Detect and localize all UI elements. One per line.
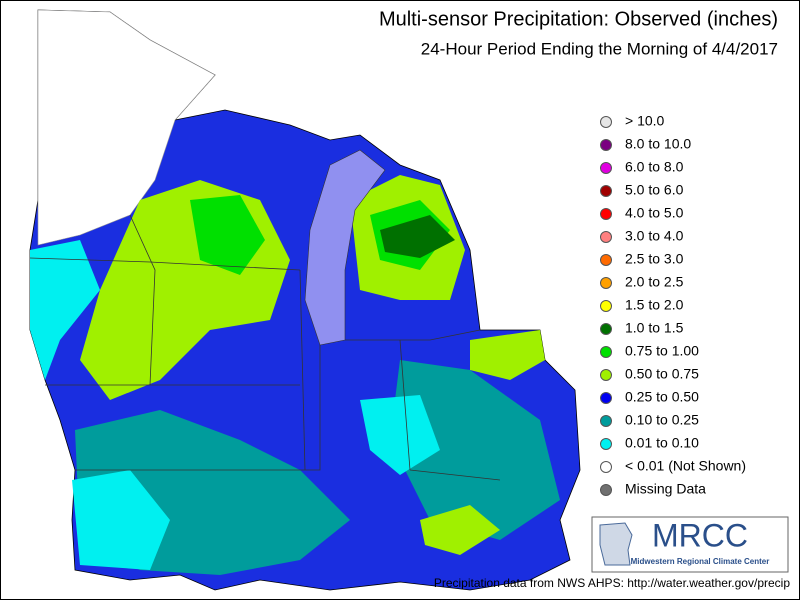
legend-swatch bbox=[600, 369, 612, 381]
legend-swatch bbox=[600, 461, 612, 473]
legend-label: > 10.0 bbox=[625, 113, 665, 129]
legend-swatch bbox=[600, 484, 612, 496]
legend-label: < 0.01 (Not Shown) bbox=[625, 458, 746, 474]
legend-swatch bbox=[600, 346, 612, 358]
legend-label: 2.5 to 3.0 bbox=[625, 251, 684, 267]
legend-swatch bbox=[600, 116, 612, 128]
legend-label: 8.0 to 10.0 bbox=[625, 136, 691, 152]
legend-swatch bbox=[600, 254, 612, 266]
state-border bbox=[29, 214, 501, 481]
legend-swatch bbox=[600, 277, 612, 289]
cyan-area bbox=[30, 240, 100, 380]
logo-subtitle: Midwestern Regional Climate Center bbox=[631, 557, 770, 566]
legend-swatch bbox=[600, 438, 612, 450]
legend-label: 5.0 to 6.0 bbox=[625, 182, 684, 198]
legend-swatch bbox=[600, 162, 612, 174]
white-minnesota bbox=[37, 9, 216, 246]
legend-swatch bbox=[600, 208, 612, 220]
legend-label: 4.0 to 5.0 bbox=[625, 205, 684, 221]
legend-label: 0.25 to 0.50 bbox=[625, 389, 699, 405]
subtitle: 24-Hour Period Ending the Morning of 4/4… bbox=[421, 39, 778, 58]
legend-label: 0.01 to 0.10 bbox=[625, 435, 699, 451]
legend-swatch bbox=[600, 185, 612, 197]
lake bbox=[304, 149, 386, 346]
legend-label: 0.10 to 0.25 bbox=[625, 412, 699, 428]
legend: > 10.0 8.0 to 10.0 6.0 to 8.0 5.0 to 6.0 4.0… bbox=[600, 113, 746, 497]
logo: MRCC Midwestern Regional Climate Center bbox=[591, 516, 789, 573]
legend-label: Missing Data bbox=[625, 481, 706, 497]
credit: Precipitation data from NWS AHPS: http:/… bbox=[434, 576, 790, 590]
legend-label: 1.0 to 1.5 bbox=[625, 320, 684, 336]
legend-label: 3.0 to 4.0 bbox=[625, 228, 684, 244]
legend-label: 1.5 to 2.0 bbox=[625, 297, 684, 313]
legend-swatch bbox=[600, 415, 612, 427]
legend-swatch bbox=[600, 139, 612, 151]
logo-name: MRCC bbox=[652, 517, 748, 553]
map bbox=[29, 9, 581, 591]
legend-label: 6.0 to 8.0 bbox=[625, 159, 684, 175]
legend-swatch bbox=[600, 323, 612, 335]
logo-map bbox=[599, 522, 633, 566]
green-area bbox=[420, 505, 500, 555]
title: Multi-sensor Precipitation: Observed (in… bbox=[379, 8, 778, 30]
legend-label: 0.50 to 0.75 bbox=[625, 366, 699, 382]
green-area bbox=[470, 330, 545, 380]
green-area bbox=[190, 195, 265, 275]
cyan-area bbox=[72, 470, 170, 570]
legend-swatch bbox=[600, 392, 612, 404]
teal-area bbox=[390, 360, 560, 540]
legend-swatch bbox=[600, 300, 612, 312]
darkgreen-area bbox=[380, 215, 455, 258]
legend-label: 2.0 to 2.5 bbox=[625, 274, 684, 290]
legend-swatch bbox=[600, 231, 612, 243]
legend-label: 0.75 to 1.00 bbox=[625, 343, 699, 359]
cyan-area bbox=[360, 395, 440, 475]
